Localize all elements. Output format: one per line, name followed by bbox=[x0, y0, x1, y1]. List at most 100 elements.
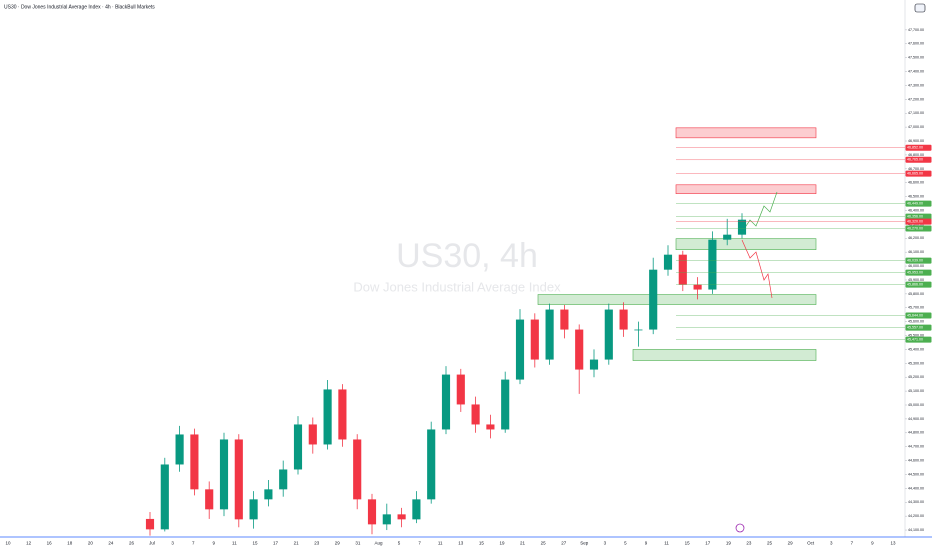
plot bbox=[145, 213, 747, 536]
candle-body bbox=[397, 514, 406, 520]
x-tick-label: 31 bbox=[355, 541, 361, 546]
zone bbox=[537, 294, 817, 305]
candle-body bbox=[293, 424, 303, 470]
x-tick-label: 10 bbox=[5, 541, 11, 546]
watermark: US30, 4h bbox=[396, 237, 538, 275]
x-tick-label: 7 bbox=[418, 541, 421, 546]
x-tick-label: 23 bbox=[746, 541, 752, 546]
x-tick-label: 3 bbox=[171, 541, 174, 546]
x-tick-label: Aug bbox=[374, 541, 383, 546]
level-tag bbox=[905, 218, 932, 225]
candle-body bbox=[723, 234, 732, 240]
y-tick-label: 47,000.00 bbox=[908, 125, 924, 129]
x-tick-label: 15 bbox=[479, 541, 485, 546]
x-tick-label: 25 bbox=[541, 541, 547, 546]
level-tag bbox=[905, 324, 932, 331]
y-tick-label: 45,800.00 bbox=[908, 292, 924, 296]
x-tick-label: 17 bbox=[273, 541, 279, 546]
candle-body bbox=[353, 439, 362, 500]
candle-body bbox=[456, 374, 465, 405]
candle-body bbox=[308, 424, 317, 445]
candle-body bbox=[205, 489, 214, 510]
y-tick-label: 47,700.00 bbox=[908, 28, 924, 32]
y-tick-label: 44,800.00 bbox=[908, 431, 924, 435]
level-tag bbox=[905, 156, 932, 163]
watermark-subtitle: Dow Jones Industrial Average Index bbox=[353, 279, 561, 294]
y-tick-label: 44,500.00 bbox=[908, 472, 924, 476]
y-tick-label: 47,400.00 bbox=[908, 70, 924, 74]
zone bbox=[675, 127, 817, 139]
zone bbox=[675, 238, 817, 250]
y-tick-label: 47,600.00 bbox=[908, 42, 924, 46]
candle-body bbox=[501, 379, 510, 430]
level-tag bbox=[905, 257, 932, 264]
level-tag bbox=[905, 225, 932, 232]
x-tick-label: Jul bbox=[149, 541, 155, 546]
level-tag-label: 45,644.00 bbox=[907, 313, 923, 317]
zone bbox=[632, 349, 817, 361]
x-tick-label: 7 bbox=[851, 541, 854, 546]
y-tick-label: 45,600.00 bbox=[908, 320, 924, 324]
candle-body bbox=[338, 389, 347, 440]
y-tick-label: 44,600.00 bbox=[908, 459, 924, 463]
candle-body bbox=[264, 489, 273, 500]
x-tick-label: 13 bbox=[458, 541, 464, 546]
candle-body bbox=[441, 374, 451, 430]
candle-body bbox=[219, 439, 229, 510]
level-tag-label: 46,270.00 bbox=[907, 227, 923, 231]
x-tick-label: 15 bbox=[252, 541, 258, 546]
x-tick-label: 21 bbox=[520, 541, 526, 546]
candle-body bbox=[145, 518, 155, 530]
x-tick-label: 18 bbox=[67, 541, 73, 546]
zone bbox=[675, 184, 817, 194]
x-tick-label: 17 bbox=[705, 541, 711, 546]
x-tick-label: Oct bbox=[807, 541, 815, 546]
level-tag-label: 46,320.00 bbox=[907, 220, 923, 224]
level-tag-label: 46,449.00 bbox=[907, 202, 923, 206]
projection-down bbox=[741, 239, 773, 299]
x-tick-label: 25 bbox=[767, 541, 773, 546]
y-tick-label: 46,100.00 bbox=[908, 250, 924, 254]
candle-body bbox=[634, 329, 643, 331]
event-marker[interactable] bbox=[735, 523, 745, 533]
x-tick-label: 5 bbox=[624, 541, 627, 546]
x-tick-label: Sep bbox=[580, 541, 589, 546]
x-tick-label: 29 bbox=[335, 541, 341, 546]
x-tick-label: 9 bbox=[871, 541, 874, 546]
y-tick-label: 46,400.00 bbox=[908, 208, 924, 212]
chart-title: US30 · Dow Jones Industrial Average Inde… bbox=[4, 4, 155, 10]
candle-body bbox=[604, 309, 613, 360]
candle-body bbox=[486, 424, 495, 430]
y-tick-label: 45,500.00 bbox=[908, 333, 924, 337]
y-tick-label: 45,300.00 bbox=[908, 361, 924, 365]
candle-body bbox=[575, 329, 584, 370]
y-tick-label: 47,500.00 bbox=[908, 56, 924, 60]
x-tick-label: 9 bbox=[645, 541, 648, 546]
candle-body bbox=[279, 469, 288, 490]
y-tick-label: 46,000.00 bbox=[908, 264, 924, 268]
y-tick-label: 46,900.00 bbox=[908, 139, 924, 143]
x-tick-label: 19 bbox=[726, 541, 732, 546]
x-tick-label: 20 bbox=[88, 541, 94, 546]
level-tag bbox=[905, 170, 932, 177]
x-tick-label: 24 bbox=[108, 541, 114, 546]
candle-body bbox=[382, 514, 391, 525]
settings-button[interactable] bbox=[914, 3, 926, 13]
candle-body bbox=[249, 499, 258, 520]
x-tick-label: 11 bbox=[438, 541, 443, 546]
x-tick-label: 21 bbox=[294, 541, 300, 546]
candle-body bbox=[323, 389, 332, 445]
level-tag bbox=[905, 336, 932, 343]
candle-body bbox=[560, 309, 569, 330]
level-tag-label: 45,557.00 bbox=[907, 326, 923, 330]
candle-body bbox=[530, 319, 539, 360]
y-tick-label: 47,200.00 bbox=[908, 97, 924, 101]
candle-body bbox=[678, 254, 687, 285]
y-tick-label: 44,700.00 bbox=[908, 445, 924, 449]
y-tick-label: 47,100.00 bbox=[908, 111, 924, 115]
y-tick-label: 46,500.00 bbox=[908, 195, 924, 199]
level-tag-label: 46,852.00 bbox=[907, 146, 923, 150]
level-tag-label: 46,356.00 bbox=[907, 215, 923, 219]
y-tick-label: 47,300.00 bbox=[908, 83, 924, 87]
